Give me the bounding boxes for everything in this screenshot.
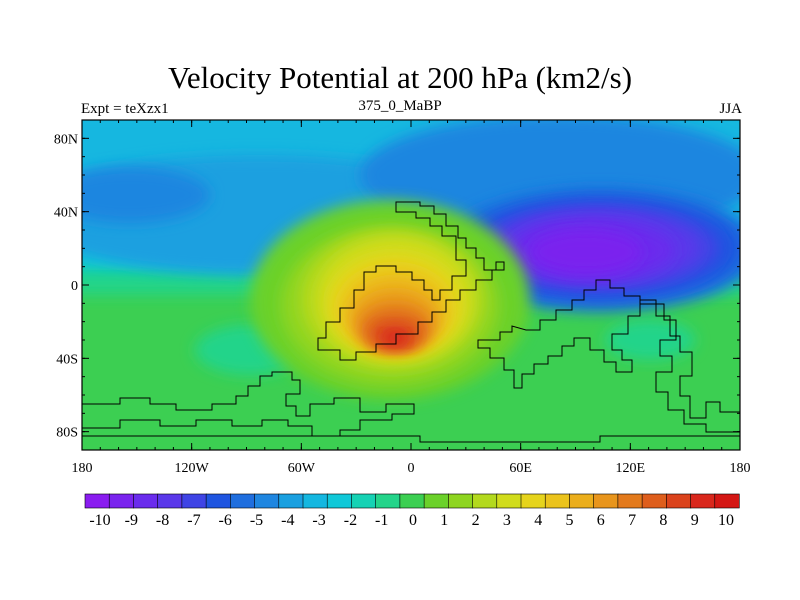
x-tick-label: 60W	[288, 461, 316, 476]
colorbar-swatch	[205, 493, 231, 509]
coastline-east-continent	[477, 279, 740, 433]
colorbar-label: -2	[344, 512, 357, 529]
colorbar-swatch	[496, 493, 522, 509]
colorbar-label: 10	[718, 512, 734, 529]
colorbar-label: -7	[187, 512, 200, 529]
colorbar-label: 3	[503, 512, 511, 529]
x-tick-label: 180	[72, 461, 93, 476]
colorbar-label: -3	[312, 512, 325, 529]
colorbar-label: 4	[534, 512, 542, 529]
colorbar-swatch	[351, 493, 377, 509]
colorbar-label: -4	[281, 512, 294, 529]
colorbar-swatch	[593, 493, 619, 509]
colorbar-swatch	[157, 493, 183, 509]
colorbar-swatch	[448, 493, 474, 509]
period-label: 375_0_MaBP	[358, 98, 442, 114]
colorbar-swatch	[302, 493, 328, 509]
colorbar-label: 7	[628, 512, 636, 529]
colorbar-swatch	[690, 493, 716, 509]
coastline-south-continent	[82, 371, 415, 437]
x-tick-label: 180	[730, 461, 751, 476]
colorbar-swatch	[569, 493, 595, 509]
colorbar-swatch	[326, 493, 353, 509]
y-tick-label: 40S	[56, 352, 78, 367]
colorbar-swatch	[641, 493, 667, 509]
x-tick-label: 0	[408, 461, 415, 476]
colorbar-label: 8	[659, 512, 667, 529]
colorbar-label: 9	[691, 512, 699, 529]
colorbar-label: 1	[440, 512, 448, 529]
colorbar-swatch	[278, 493, 304, 509]
colorbar: -10 -9 -8 -7 -6 -5 -4 -3 -2 -1 0 1 2 3 4 5 6 7 8 9 10	[84, 493, 740, 529]
colorbar-swatch	[375, 493, 401, 509]
colorbar-label: -10	[89, 512, 110, 529]
colorbar-swatch	[181, 493, 207, 509]
colorbar-swatch	[544, 493, 571, 509]
colorbar-label: -8	[156, 512, 169, 529]
colorbar-label: -6	[219, 512, 232, 529]
colorbar-swatch	[399, 493, 425, 509]
colorbar-swatch	[84, 493, 110, 509]
colorbar-label: 5	[566, 512, 574, 529]
season-label: JJA	[719, 101, 742, 117]
map-title: Velocity Potential at 200 hPa (km2/s)	[167, 60, 633, 95]
field-south-patch-2	[605, 320, 695, 360]
x-tick-label: 120W	[175, 461, 210, 476]
colorbar-swatch	[714, 493, 740, 509]
colorbar-label: 6	[597, 512, 605, 529]
coastline-north-continent	[317, 201, 505, 361]
colorbar-swatch	[520, 493, 546, 509]
field-north-trough-2	[82, 167, 210, 223]
colorbar-label: -9	[125, 512, 138, 529]
colorbar-label: -5	[250, 512, 263, 529]
x-tick-label: 120E	[616, 461, 646, 476]
coastlines	[82, 201, 740, 443]
y-tick-label: 80N	[54, 132, 78, 147]
coastline-south-edge	[82, 435, 740, 443]
axis-ticks: 180 120W 60W 0 60E 120E 180 80N 40N 0 40S 80S	[54, 119, 751, 476]
colorbar-swatch	[617, 493, 643, 509]
colorbar-swatch	[423, 493, 449, 509]
field-high-12	[383, 331, 407, 345]
contour-field	[82, 120, 740, 450]
experiment-label: Expt = teXzx1	[81, 101, 169, 117]
y-tick-label: 40N	[54, 206, 78, 221]
colorbar-label: 2	[472, 512, 480, 529]
colorbar-swatch	[254, 493, 280, 509]
colorbar-swatch	[108, 493, 135, 509]
field-low-6	[530, 230, 642, 274]
x-tick-label: 60E	[509, 461, 532, 476]
colorbar-swatch	[230, 493, 256, 509]
colorbar-swatch	[666, 493, 692, 509]
colorbar-label: 0	[409, 512, 417, 529]
colorbar-swatch	[133, 493, 159, 509]
colorbar-label: -1	[375, 512, 388, 529]
y-tick-label: 80S	[56, 426, 78, 441]
y-tick-label: 0	[71, 279, 78, 294]
colorbar-swatch	[472, 493, 498, 509]
